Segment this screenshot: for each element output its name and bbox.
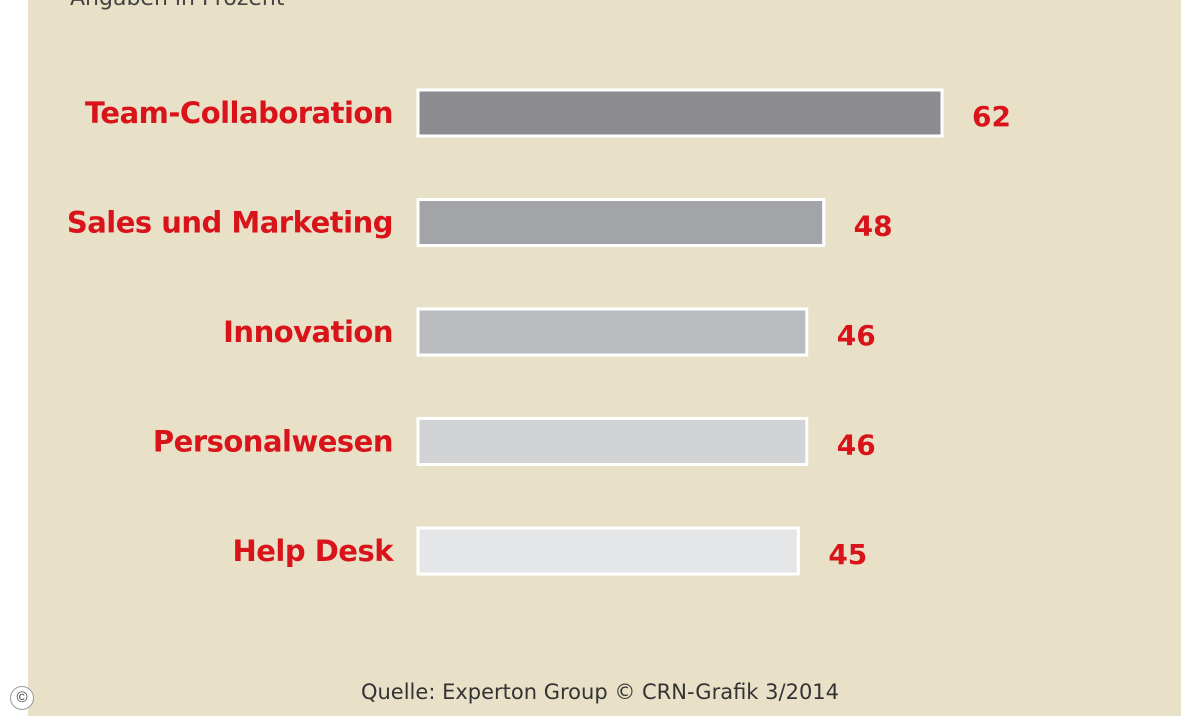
category-label-0: Team-Collaboration (85, 96, 393, 130)
value-label-3: 46 (837, 429, 876, 462)
bar-0 (416, 88, 944, 138)
value-label-2: 46 (837, 319, 876, 352)
source-note: Quelle: Experton Group © CRN-Grafik 3/20… (360, 680, 840, 704)
chart-subtitle: Angaben in Prozent (70, 0, 284, 11)
copyright-icon: © (10, 686, 34, 710)
bar-1 (416, 198, 826, 247)
category-label-4: Help Desk (232, 534, 394, 568)
bar-2 (416, 307, 809, 357)
bar-3 (416, 417, 809, 466)
category-label-2: Innovation (223, 315, 393, 349)
category-label-1: Sales und Marketing (67, 206, 393, 240)
value-label-1: 48 (854, 210, 893, 243)
value-label-0: 62 (972, 100, 1011, 133)
value-label-4: 45 (828, 538, 867, 571)
bar-4 (416, 526, 800, 576)
category-label-3: Personalwesen (153, 425, 393, 459)
